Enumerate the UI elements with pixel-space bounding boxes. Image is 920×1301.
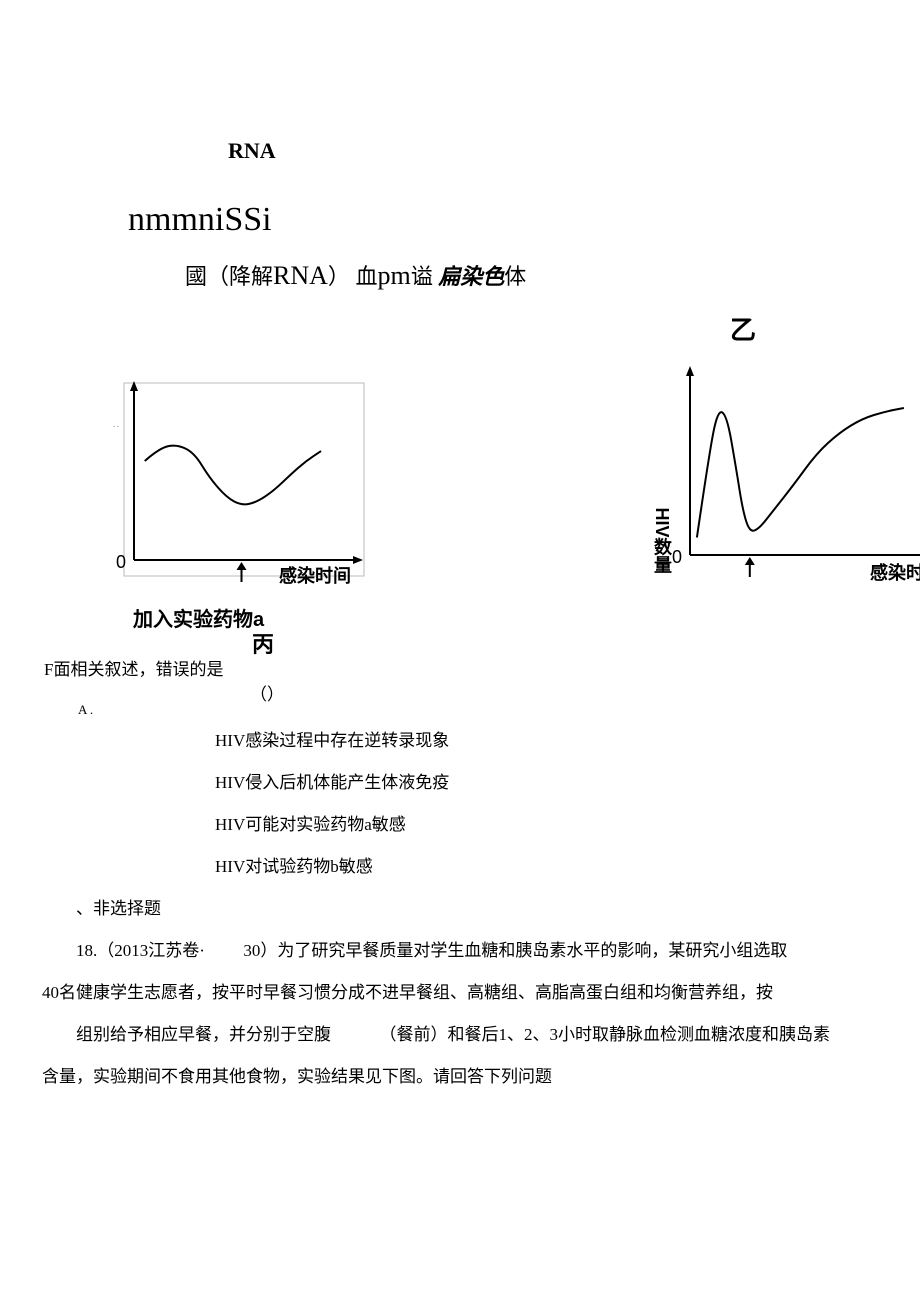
- caption-p6: 谥: [411, 264, 439, 289]
- q18-num: 30: [243, 941, 260, 960]
- svg-text::: :: [111, 425, 122, 428]
- q18-line3a: 组别给予相应早餐，并分别于空腹: [76, 1025, 331, 1044]
- q18-prefix: 18.（2013江苏卷·: [76, 941, 205, 960]
- q18-line2: 40名健康学生志愿者，按平时早餐习惯分成不进早餐组、高糖组、高脂高蛋白组和均衡营…: [42, 978, 773, 1003]
- page-container: RNA nmmniSSi 國（降解RNA） 血pm谥 扁染色体 乙 0感染时间:…: [0, 0, 920, 1301]
- decorative-text: nmmniSSi: [128, 201, 272, 239]
- option-a: HIV感染过程中存在逆转录现象: [215, 726, 449, 751]
- q18-line1: 18.（2013江苏卷· 30）为了研究早餐质量对学生血糖和胰岛素水平的影响，某…: [76, 936, 787, 961]
- caption-p4: 血: [355, 264, 377, 289]
- q18-line1-rest: ）为了研究早餐质量对学生血糖和胰岛素水平的影响，某研究小组选取: [260, 941, 787, 960]
- svg-text:感染时间: 感染时间: [279, 565, 351, 586]
- q18-line3b: （餐前）和餐后1、2、3小时取静脉血检测血糖浓度和胰岛素: [380, 1025, 831, 1044]
- caption-p2: RNA: [273, 261, 328, 290]
- chart-left-svg: 0 感染时间:: [72, 375, 382, 605]
- caption-p8: 体: [504, 264, 526, 289]
- q18-line3: 组别给予相应早餐，并分别于空腹 （餐前）和餐后1、2、3小时取静脉血检测血糖浓度…: [76, 1020, 830, 1045]
- svg-text:HIV数量: HIV数量: [652, 508, 672, 574]
- question-stem: F面相关叙述，错误的是: [44, 655, 223, 680]
- caption-p3: ）: [328, 264, 350, 289]
- chart-left-annotation: 加入实验药物a: [133, 603, 264, 632]
- svg-text:感染时: 感染时: [870, 562, 920, 583]
- chart-right: 0HIV数量感染时: [640, 350, 920, 600]
- q18-line4: 含量，实验期间不食用其他食物，实验结果见下图。请回答下列问题: [42, 1062, 552, 1087]
- caption-p7: 扁染色: [438, 264, 504, 289]
- caption-line: 國（降解RNA） 血pm谥 扁染色体: [185, 259, 526, 291]
- caption-p5: pm: [377, 261, 410, 290]
- section-label: 、非选择题: [76, 894, 161, 919]
- caption-p1: 國（降解: [185, 264, 273, 289]
- chart-right-svg: 0HIV数量感染时: [640, 350, 920, 600]
- option-b: HIV侵入后机体能产生体液免疫: [215, 768, 449, 793]
- chart-left: 0 感染时间:: [72, 375, 382, 605]
- option-d: HIV对试验药物b敏感: [215, 852, 373, 877]
- question-fragment: A .: [78, 702, 93, 718]
- question-paren: （）: [250, 680, 284, 705]
- svg-text:0: 0: [116, 552, 126, 572]
- chart-right-title: 乙: [730, 310, 756, 347]
- rna-label: RNA: [228, 138, 276, 164]
- option-c: HIV可能对实验药物a敏感: [215, 810, 406, 835]
- svg-text:0: 0: [672, 547, 682, 567]
- chart-left-title: 丙: [252, 627, 274, 659]
